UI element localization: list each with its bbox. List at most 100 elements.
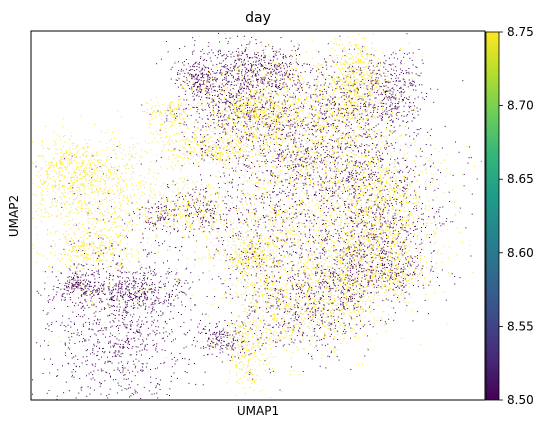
scatter-point — [68, 268, 70, 270]
scatter-point — [109, 169, 111, 171]
scatter-point — [76, 274, 78, 276]
scatter-point — [201, 108, 203, 110]
scatter-point — [152, 274, 154, 276]
scatter-point — [137, 371, 139, 373]
scatter-point — [281, 63, 283, 65]
scatter-point — [143, 323, 145, 325]
scatter-point — [107, 191, 109, 193]
scatter-point — [196, 77, 198, 79]
scatter-point — [291, 49, 293, 51]
scatter-point — [126, 388, 128, 390]
scatter-point — [246, 85, 248, 87]
scatter-point — [207, 91, 209, 93]
scatter-point — [124, 283, 126, 285]
scatter-point — [191, 154, 193, 156]
scatter-point — [261, 91, 263, 92]
scatter-point — [151, 292, 153, 294]
scatter-point — [227, 120, 228, 122]
scatter-point — [260, 79, 262, 81]
scatter-point — [114, 207, 116, 209]
scatter-point — [230, 93, 232, 95]
scatter-point — [133, 394, 135, 396]
scatter-point — [170, 304, 172, 306]
scatter-point — [127, 300, 129, 302]
scatter-point — [235, 103, 237, 104]
scatter-point — [158, 245, 160, 247]
scatter-point — [111, 226, 113, 228]
scatter-point — [217, 50, 219, 52]
scatter-point — [278, 119, 280, 121]
scatter-point — [245, 96, 247, 98]
scatter-point — [94, 169, 96, 171]
scatter-point — [90, 257, 92, 259]
scatter-point — [71, 132, 73, 134]
scatter-point — [47, 323, 49, 325]
scatter-point — [119, 292, 121, 294]
scatter-point — [81, 294, 83, 296]
scatter-point — [55, 192, 57, 194]
scatter-point — [189, 108, 191, 110]
scatter-point — [46, 297, 48, 299]
scatter-point — [168, 297, 170, 298]
scatter-point — [286, 70, 288, 72]
scatter-point — [199, 140, 201, 142]
scatter-point — [107, 176, 109, 178]
scatter-point — [56, 398, 58, 400]
scatter-point — [70, 292, 72, 294]
scatter-point — [240, 156, 242, 158]
scatter-point — [235, 167, 237, 169]
scatter-point — [272, 148, 274, 150]
scatter-point — [119, 325, 121, 327]
scatter-point — [109, 351, 111, 353]
scatter-point — [102, 333, 104, 335]
scatter-point — [216, 145, 218, 147]
scatter-point — [169, 272, 171, 273]
scatter-point — [217, 105, 219, 107]
scatter-point — [235, 84, 237, 86]
scatter-point — [288, 73, 290, 75]
scatter-point — [235, 146, 237, 148]
scatter-point — [195, 129, 197, 131]
scatter-point — [275, 113, 277, 115]
scatter-point — [174, 149, 176, 151]
scatter-point — [97, 167, 98, 168]
scatter-point — [98, 347, 100, 349]
scatter-point — [170, 380, 172, 382]
scatter-point — [200, 77, 202, 79]
scatter-point — [84, 253, 85, 254]
scatter-point — [188, 70, 190, 71]
scatter-point — [166, 135, 168, 137]
scatter-point — [87, 211, 89, 213]
scatter-point — [142, 339, 144, 341]
scatter-point — [73, 154, 75, 156]
scatter-point — [135, 281, 137, 282]
scatter-point — [255, 108, 257, 110]
scatter-point — [180, 156, 181, 158]
scatter-point — [150, 382, 152, 383]
scatter-point — [262, 76, 264, 77]
scatter-point — [256, 108, 258, 110]
scatter-point — [120, 272, 122, 274]
scatter-point — [219, 90, 221, 92]
scatter-point — [137, 215, 138, 217]
scatter-point — [143, 282, 145, 284]
scatter-point — [118, 144, 120, 146]
scatter-point — [238, 109, 240, 111]
scatter-point — [278, 107, 280, 109]
scatter-point — [284, 109, 286, 111]
scatter-point — [72, 301, 74, 303]
scatter-point — [170, 111, 172, 113]
scatter-point — [71, 352, 72, 354]
scatter-point — [200, 134, 201, 136]
scatter-point — [85, 204, 87, 206]
scatter-point — [118, 351, 120, 353]
scatter-point — [211, 157, 213, 159]
scatter-point — [98, 208, 100, 210]
scatter-point — [193, 50, 195, 52]
scatter-point — [151, 302, 153, 304]
scatter-point — [219, 153, 221, 155]
scatter-point — [52, 247, 54, 249]
scatter-point — [269, 81, 271, 83]
scatter-point — [33, 194, 35, 196]
scatter-point — [247, 75, 249, 77]
